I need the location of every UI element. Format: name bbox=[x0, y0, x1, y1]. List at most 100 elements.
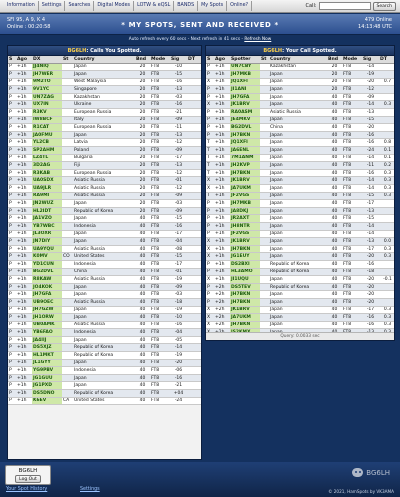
callsign-cell[interactable]: 7M1ANM bbox=[230, 154, 260, 163]
callsign-cell[interactable]: UA0SDX bbox=[32, 176, 62, 185]
table-row[interactable]: X +1h JK1BRV Japan 40 FT8 -14 0.3 bbox=[206, 100, 394, 110]
table-row[interactable]: X +1h JK1BRV Japan 40 FT8 -14 0.3 bbox=[206, 176, 394, 185]
callsign-cell[interactable]: JH8NTR bbox=[230, 222, 260, 231]
table-row[interactable]: X +2h JK1BRV Japan 40 FT8 -17 0.3 bbox=[206, 306, 394, 315]
table-row[interactable]: P +1h JH7WER Japan 20 FT8 -15 bbox=[8, 70, 201, 79]
callsign-cell[interactable]: IW8BCF bbox=[32, 116, 62, 125]
callsign-cell[interactable]: 9M2TO bbox=[32, 78, 62, 87]
nav-tab-settings[interactable]: Settings bbox=[39, 1, 66, 11]
callsign-cell[interactable]: JA1VZO bbox=[32, 214, 62, 223]
callsign-cell[interactable]: JE4MKV bbox=[230, 116, 260, 125]
callsign-cell[interactable]: JL3OXR bbox=[32, 230, 62, 239]
callsign-cell[interactable]: BG2DVL bbox=[230, 123, 260, 132]
callsign-cell[interactable]: UB0AMK bbox=[32, 321, 62, 330]
table-row[interactable]: P +1h UB9OEC Asiatic Russia 40 FT8 -18 bbox=[8, 298, 201, 307]
callsign-cell[interactable]: JN2WUZ bbox=[32, 199, 62, 208]
table-row[interactable]: P +1h HL1MKT Republic of Korea 40 FT8 -19 bbox=[8, 351, 201, 360]
table-row[interactable]: P +1h BG2DVL China 40 FT8 -01 bbox=[8, 268, 201, 277]
table-row[interactable]: P +1h JA4IIJ Japan 40 FT8 -05 bbox=[8, 336, 201, 345]
callsign-cell[interactable]: JK1BRV bbox=[230, 176, 260, 185]
callsign-cell[interactable]: JA8DKJ bbox=[230, 207, 260, 216]
callsign-cell[interactable]: R1CAT bbox=[32, 123, 62, 132]
callsign-cell[interactable]: JO4KOK bbox=[32, 283, 62, 292]
callsign-cell[interactable]: YB7WBC bbox=[32, 222, 62, 231]
table-row[interactable]: P +1h JH8NTR Japan 40 FT8 -14 bbox=[206, 222, 394, 231]
callsign-cell[interactable]: YL2CB bbox=[32, 138, 62, 148]
nav-tab-information[interactable]: Information bbox=[4, 1, 39, 11]
refresh-now-link[interactable]: Refresh Now bbox=[244, 37, 272, 42]
table-row[interactable]: T +1h JF2VGS Japan 40 FT8 -15 0.3 bbox=[206, 192, 394, 201]
table-row[interactable]: P +1h IW8BCF Italy 20 FT8 -09 bbox=[8, 116, 201, 125]
table-row[interactable]: T +1h JH7BKN Japan 40 FT8 -16 0.3 bbox=[206, 169, 394, 178]
table-row[interactable]: P +1h JG1PXD Japan 40 FT8 -21 bbox=[8, 381, 201, 391]
table-row[interactable]: P +1h SP2AHM Poland 20 FT8 -09 bbox=[8, 146, 201, 155]
table-row[interactable]: P +1h HL3AMO Republic of Korea 40 FT8 -18 bbox=[206, 268, 394, 277]
callsign-cell[interactable]: JH7BKN bbox=[230, 169, 260, 178]
table-row[interactable]: T +1h 7M1ANM Japan 40 FT8 -14 0.1 bbox=[206, 154, 394, 163]
callsign-cell[interactable]: RA0ASM bbox=[230, 108, 260, 117]
callsign-cell[interactable]: UA9JLR bbox=[32, 184, 62, 193]
callsign-cell[interactable]: UX7IN bbox=[32, 100, 62, 110]
callsign-cell[interactable]: JH7BKN bbox=[230, 245, 260, 254]
table-row[interactable]: P +1h JI1ANI Japan 20 FT8 -12 bbox=[206, 85, 394, 94]
callsign-cell[interactable]: JH7GZW bbox=[32, 306, 62, 315]
callsign-cell[interactable]: JH1ORW bbox=[32, 313, 62, 322]
table-row[interactable]: P +1h BG2DVL China 40 FT8 -20 bbox=[206, 123, 394, 132]
table-row[interactable]: P +1h R3KV European Russia 20 FT8 -21 bbox=[8, 108, 201, 117]
table-row[interactable]: P +1h DS2BXI Republic of Korea 40 FT8 -16 bbox=[206, 260, 394, 269]
callsign-cell[interactable]: JK1BRV bbox=[230, 237, 260, 246]
table-row[interactable]: P +1h JH7GFA Japan 40 FT8 -03 bbox=[8, 290, 201, 299]
table-row[interactable]: X +1h JK1BRV Japan 40 FT8 -13 0.0 bbox=[206, 237, 394, 246]
table-row[interactable]: P +1h JA8DKJ Japan 40 FT8 -13 bbox=[206, 207, 394, 216]
callsign-cell[interactable]: R3KAB bbox=[32, 169, 62, 178]
table-row[interactable]: P +1h R3KAB European Russia 20 FT8 -12 bbox=[8, 169, 201, 178]
table-row[interactable]: X +1h JA7UKM Japan 40 FT8 -14 0.3 bbox=[206, 184, 394, 193]
table-row[interactable]: P +1h JJ4NIQ Japan 20 FT8 -10 bbox=[8, 63, 201, 72]
table-row[interactable]: P +1h DS5XJZ Republic of Korea 40 FT8 -14 bbox=[8, 343, 201, 353]
callsign-cell[interactable]: JH7MKB bbox=[230, 199, 260, 208]
nav-tab-bands[interactable]: BANDS bbox=[174, 1, 199, 11]
callsign-cell[interactable]: JN7DIY bbox=[32, 237, 62, 246]
table-row[interactable]: P +1h RA0ASM Asiatic Russia 40 FT8 -13 bbox=[206, 108, 394, 117]
table-row[interactable]: X +2h JH7BKN Japan 40 FT8 -16 0.3 bbox=[206, 321, 394, 330]
table-row[interactable]: P +2h JH7BKN Japan 40 FT8 -20 bbox=[206, 290, 394, 299]
callsign-cell[interactable]: UN7CBY bbox=[230, 63, 260, 72]
table-row[interactable]: P +1h K6EV CA United States 40 FT8 -24 bbox=[8, 397, 201, 406]
table-row[interactable]: P +1h JA1VZO Japan 40 FT8 -15 bbox=[8, 214, 201, 223]
callsign-cell[interactable]: JK1BRV bbox=[230, 306, 260, 315]
table-row[interactable]: P +1h UN7ZAG Kazakhstan 20 FT8 -03 bbox=[8, 93, 201, 102]
table-row[interactable]: P +1h JN7DIY Japan 40 FT8 -04 bbox=[8, 237, 201, 246]
nav-tab-digital-modes[interactable]: Digital Modes bbox=[94, 1, 135, 11]
table-row[interactable]: P +1h JL3OXR Japan 40 FT8 -17 bbox=[8, 230, 201, 239]
table-row[interactable]: P +1h JH7GZW Japan 40 FT8 -19 bbox=[8, 306, 201, 315]
call-input[interactable] bbox=[318, 2, 371, 10]
table-row[interactable]: P +1h JH7MKB Japan 40 FT8 -17 bbox=[206, 199, 394, 208]
table-row[interactable]: X +2h JA7UKM Japan 40 FT8 -16 0.3 bbox=[206, 313, 394, 322]
nav-tab-my-spots[interactable]: My Spots bbox=[198, 1, 228, 11]
callsign-cell[interactable]: DS5DNO bbox=[32, 389, 62, 398]
table-row[interactable]: P +1h DS5DNO Republic of Korea 40 FT8 +04 bbox=[8, 389, 201, 398]
table-row[interactable]: P +1h YB7WBC Indonesia 40 FT8 -16 bbox=[8, 222, 201, 231]
table-row[interactable]: P +1h YL2CB Latvia 20 FT8 -12 bbox=[8, 138, 201, 148]
search-button[interactable]: Search bbox=[372, 1, 396, 11]
callsign-cell[interactable]: JF2VGS bbox=[230, 230, 260, 239]
callsign-cell[interactable]: JF2VGS bbox=[230, 192, 260, 201]
callsign-cell[interactable]: JK1BRV bbox=[230, 100, 260, 110]
table-row[interactable]: P +2h DS5TEV Republic of Korea 40 FT8 -20 bbox=[206, 283, 394, 292]
callsign-cell[interactable]: UA9YQU bbox=[32, 245, 62, 254]
spot-history-link[interactable]: Your Spot History bbox=[6, 487, 48, 492]
settings-link[interactable]: Settings bbox=[80, 487, 100, 492]
table-row[interactable]: P +1h JH7MKB Japan 20 FT8 -19 bbox=[206, 70, 394, 79]
callsign-cell[interactable]: UB9OEC bbox=[32, 298, 62, 307]
table-row[interactable]: P +1h UA0SDX Asiatic Russia 20 FT8 -01 bbox=[8, 176, 201, 185]
table-row[interactable]: P +1h JR2AXT Japan 40 FT8 -15 bbox=[206, 214, 394, 223]
callsign-cell[interactable]: YD1CUN bbox=[32, 260, 62, 269]
callsign-cell[interactable]: DS5XJZ bbox=[32, 343, 62, 353]
callsign-cell[interactable]: R3KV bbox=[32, 108, 62, 117]
table-row[interactable]: P +1h UB0AMK Asiatic Russia 40 FT8 -16 bbox=[8, 321, 201, 330]
callsign-cell[interactable]: HL1MKT bbox=[32, 351, 62, 360]
callsign-cell[interactable]: JH7BKN bbox=[230, 290, 260, 299]
table-row[interactable]: P +1h LZ4TL Bulgaria 20 FT8 -17 bbox=[8, 154, 201, 163]
table-row[interactable]: P +1h 9M2TO West Malaysia 20 FT8 -16 bbox=[8, 78, 201, 87]
table-row[interactable]: P +1h JN2WUZ Japan 20 FT8 -03 bbox=[8, 199, 201, 208]
